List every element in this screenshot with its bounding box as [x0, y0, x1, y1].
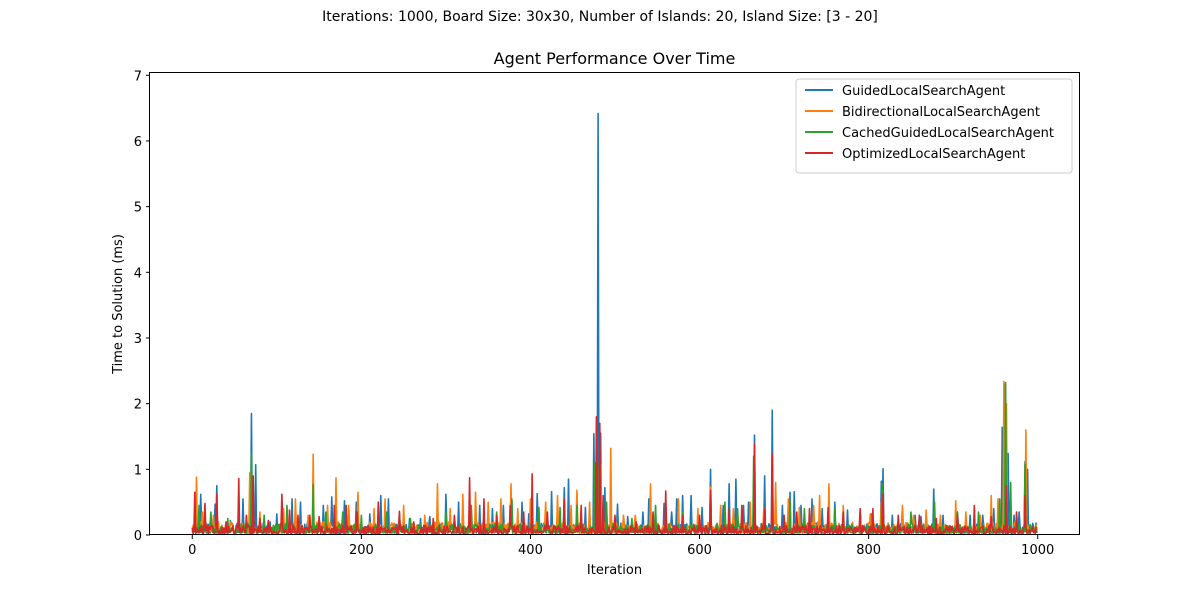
legend-box — [795, 78, 1073, 174]
legend-label: CachedGuidedLocalSearchAgent — [842, 126, 1054, 141]
chart-title: Agent Performance Over Time — [494, 49, 736, 68]
x-axis-ticks: 0 200 400 600 800 1000 — [188, 535, 1054, 558]
y-axis-ticks: 0 1 2 3 4 5 6 7 — [134, 69, 150, 544]
plot-frame — [149, 72, 1080, 535]
series-line-2 — [192, 381, 1038, 534]
y-tick-label: 5 — [134, 201, 142, 216]
legend-label: OptimizedLocalSearchAgent — [842, 147, 1025, 162]
legend: GuidedLocalSearchAgent BidirectionalLocal… — [795, 78, 1073, 174]
x-axis-label: Iteration — [587, 563, 642, 578]
figure-suptitle: Iterations: 1000, Board Size: 30x30, Num… — [322, 9, 878, 25]
y-tick-label: 1 — [134, 463, 142, 478]
series-lines — [191, 112, 1038, 535]
y-tick-label: 6 — [134, 135, 142, 150]
legend-label: GuidedLocalSearchAgent — [842, 84, 1005, 99]
y-tick-label: 7 — [134, 69, 142, 84]
y-tick-label: 4 — [134, 266, 142, 281]
x-tick-label: 200 — [349, 543, 374, 558]
legend-label: BidirectionalLocalSearchAgent — [842, 105, 1040, 120]
y-tick-label: 2 — [134, 398, 142, 413]
series-line-1 — [191, 380, 1038, 534]
x-tick-label: 400 — [518, 543, 543, 558]
series-line-0 — [191, 112, 1038, 534]
series-line-3 — [191, 415, 1038, 535]
y-tick-label: 3 — [134, 332, 142, 347]
x-tick-label: 800 — [856, 543, 881, 558]
x-tick-label: 0 — [188, 543, 196, 558]
x-tick-label: 1000 — [1021, 543, 1054, 558]
y-tick-label: 0 — [134, 529, 142, 544]
x-tick-label: 600 — [687, 543, 712, 558]
y-axis-label: Time to Solution (ms) — [111, 234, 126, 375]
